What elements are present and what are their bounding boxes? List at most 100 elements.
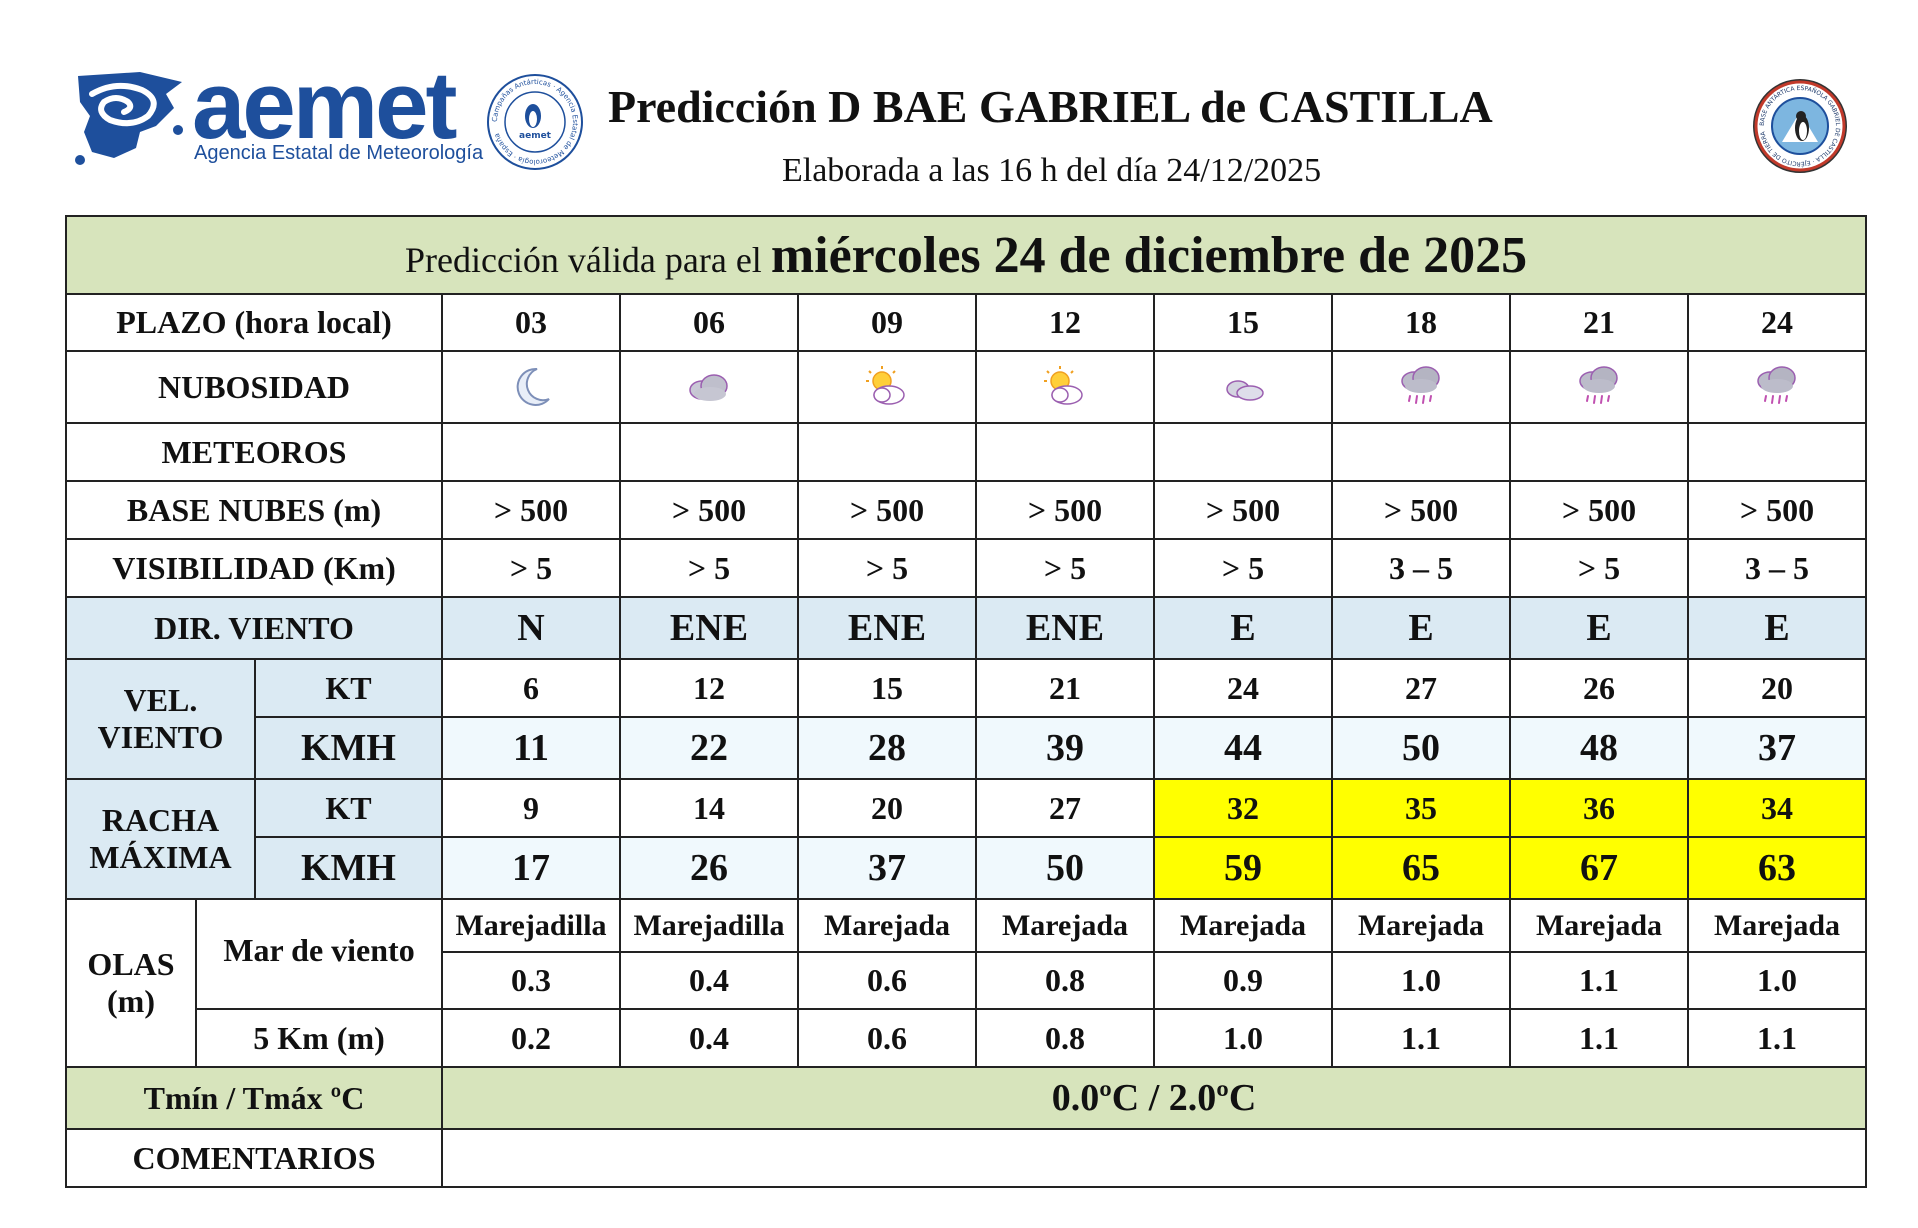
- mar-state-cell: Marejada: [797, 898, 977, 953]
- olas-label: OLAS (m): [65, 898, 197, 1068]
- meteoros-cell: [975, 422, 1155, 482]
- racha-kt-cell: 9: [441, 778, 621, 838]
- comentarios-label: COMENTARIOS: [65, 1128, 443, 1188]
- cloud-rain-icon: [1401, 366, 1440, 404]
- racha-kmh-cell: 65: [1331, 836, 1511, 900]
- cloud-rain-icon: [1579, 366, 1618, 404]
- mar-meters-cell: 0.6: [797, 951, 977, 1010]
- meteoros-cell: [619, 422, 799, 482]
- vel-kmh-cell: 48: [1509, 716, 1689, 780]
- vel-kt-cell: 20: [1686, 658, 1868, 718]
- logo-subtitle: Agencia Estatal de Meteorología: [194, 142, 484, 164]
- dir-viento-cell: E: [1153, 596, 1333, 660]
- racha-kt-row: RACHA MÁXIMA KT 9 14 20 27 32 35 36 34: [65, 778, 1868, 900]
- nubosidad-cell: [441, 350, 621, 424]
- temperature-label: Tmín / Tmáx ºC: [65, 1066, 443, 1130]
- 5km-cell: 0.8: [975, 1008, 1155, 1068]
- dir-viento-cell: ENE: [619, 596, 799, 660]
- visibilidad-cell: > 5: [1509, 538, 1689, 598]
- page-title: Predicción D BAE GABRIEL de CASTILLA: [608, 81, 1493, 132]
- forecast-table: Predicción válida para el miércoles 24 d…: [64, 215, 1868, 1188]
- racha-kt-cell: 20: [797, 778, 977, 838]
- olas-5km-row: 5 Km (m) 0.2 0.4 0.6 0.8 1.0 1.1 1.1 1.1: [66, 1008, 1868, 1068]
- meteoros-cell: [1331, 422, 1511, 482]
- meteoros-cell: [441, 422, 621, 482]
- kmh-label: KMH: [254, 836, 443, 900]
- nubosidad-cell: [975, 350, 1155, 424]
- kmh-label: KMH: [254, 716, 443, 780]
- racha-kmh-row: KMH 17 26 37 50 59 65 67 63: [66, 836, 1868, 900]
- vel-kmh-cell: 39: [975, 716, 1155, 780]
- nubosidad-label: NUBOSIDAD: [65, 350, 443, 424]
- 5km-cell: 1.0: [1153, 1008, 1333, 1068]
- 5km-cell: 0.6: [797, 1008, 977, 1068]
- racha-kt-cell: 32: [1153, 778, 1333, 838]
- mar-state-cell: Marejada: [1331, 898, 1511, 953]
- vel-kmh-cell: 28: [797, 716, 977, 780]
- racha-kt-cell: 27: [975, 778, 1155, 838]
- sun-behind-cloud-icon: [1044, 366, 1083, 405]
- visibilidad-cell: > 5: [1153, 538, 1333, 598]
- 5km-cell: 1.1: [1686, 1008, 1868, 1068]
- mar-de-viento-label: Mar de viento: [195, 898, 443, 1010]
- base-nubes-cell: > 500: [1686, 480, 1868, 540]
- page-subtitle: Elaborada a las 16 h del día 24/12/2025: [782, 152, 1322, 189]
- validity-cell: Predicción válida para el miércoles 24 d…: [64, 215, 1868, 295]
- olas-meters-row: 0.3 0.4 0.6 0.8 0.9 1.0 1.1 1.0: [66, 951, 1868, 1010]
- mar-state-cell: Marejadilla: [619, 898, 799, 953]
- nubosidad-cell: [619, 350, 799, 424]
- dir-viento-row: DIR. VIENTO N ENE ENE ENE E E E E: [65, 596, 1868, 660]
- dir-viento-cell: ENE: [975, 596, 1155, 660]
- meteoros-cell: [797, 422, 977, 482]
- racha-kmh-cell: 59: [1153, 836, 1333, 900]
- visibilidad-cell: > 5: [619, 538, 799, 598]
- hour-cell: 09: [797, 293, 977, 352]
- meteoros-row: METEOROS: [65, 422, 1868, 482]
- dir-viento-cell: N: [441, 596, 621, 660]
- nubosidad-cell: [1331, 350, 1511, 424]
- mar-meters-cell: 0.9: [1153, 951, 1333, 1010]
- visibilidad-label: VISIBILIDAD (Km): [65, 538, 443, 598]
- hour-cell: 06: [619, 293, 799, 352]
- vel-kmh-cell: 37: [1686, 716, 1868, 780]
- logo-wordmark: aemet: [192, 52, 457, 159]
- nubosidad-cell: [1509, 350, 1689, 424]
- base-nubes-cell: > 500: [1153, 480, 1333, 540]
- mar-state-cell: Marejada: [1686, 898, 1868, 953]
- dir-viento-cell: E: [1331, 596, 1511, 660]
- nubosidad-row: NUBOSIDAD: [65, 350, 1868, 424]
- spain-map-icon: [75, 72, 183, 165]
- base-nubes-cell: > 500: [975, 480, 1155, 540]
- vel-viento-kmh-row: KMH 11 22 28 39 44 50 48 37: [66, 716, 1868, 780]
- hour-cell: 12: [975, 293, 1155, 352]
- vel-kmh-cell: 50: [1331, 716, 1511, 780]
- visibilidad-cell: > 5: [975, 538, 1155, 598]
- visibilidad-cell: > 5: [441, 538, 621, 598]
- mar-meters-cell: 1.1: [1509, 951, 1689, 1010]
- vel-viento-label: VEL. VIENTO: [65, 658, 256, 780]
- meteoros-cell: [1153, 422, 1333, 482]
- racha-kmh-cell: 37: [797, 836, 977, 900]
- racha-kmh-cell: 17: [441, 836, 621, 900]
- hour-cell: 24: [1686, 293, 1868, 352]
- base-nubes-cell: > 500: [619, 480, 799, 540]
- mar-state-cell: Marejada: [1153, 898, 1333, 953]
- dir-viento-label: DIR. VIENTO: [65, 596, 443, 660]
- dir-viento-cell: E: [1686, 596, 1868, 660]
- hour-cell: 15: [1153, 293, 1333, 352]
- temperature-value: 0.0ºC / 2.0ºC: [440, 1066, 1868, 1130]
- cloudy-icon: [689, 374, 728, 401]
- vel-kt-cell: 26: [1509, 658, 1689, 718]
- racha-kt-cell: 34: [1686, 778, 1868, 838]
- racha-kt-cell: 35: [1331, 778, 1511, 838]
- visibilidad-cell: > 5: [797, 538, 977, 598]
- 5km-cell: 0.2: [441, 1008, 621, 1068]
- mar-state-cell: Marejadilla: [441, 898, 621, 953]
- plazo-label: PLAZO (hora local): [65, 293, 443, 352]
- temperature-row: Tmín / Tmáx ºC 0.0ºC / 2.0ºC: [65, 1066, 1868, 1130]
- base-nubes-cell: > 500: [797, 480, 977, 540]
- base-nubes-cell: > 500: [1331, 480, 1511, 540]
- cloud-rain-icon: [1757, 366, 1796, 404]
- base-nubes-cell: > 500: [1509, 480, 1689, 540]
- 5km-label: 5 Km (m): [195, 1008, 443, 1068]
